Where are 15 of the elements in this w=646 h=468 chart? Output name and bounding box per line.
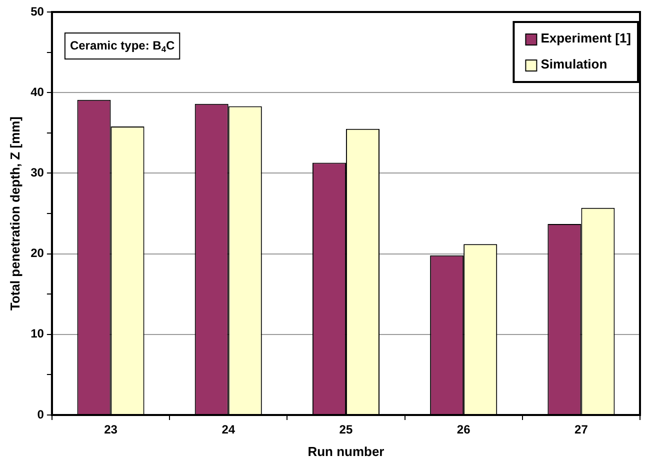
y-tick-label: 20 xyxy=(30,246,44,260)
legend-label: Simulation xyxy=(540,56,608,72)
y-tick-label: 30 xyxy=(30,166,44,180)
y-tick-label: 50 xyxy=(30,4,44,18)
x-tick-label: 25 xyxy=(339,422,353,437)
y-tick-label: 10 xyxy=(30,326,44,341)
y-tick-label: 0 xyxy=(37,407,44,422)
x-tick-label: 26 xyxy=(456,422,471,437)
x-axis-title: Run number xyxy=(308,444,384,459)
legend-label: Experiment [1] xyxy=(540,30,632,46)
x-tick-label: 23 xyxy=(104,422,118,437)
x-tick-label: 27 xyxy=(574,422,588,437)
y-axis-title: Total penetration depth, Z [mm] xyxy=(7,116,22,311)
x-tick-label: 24 xyxy=(222,422,236,437)
y-tick-label: 40 xyxy=(30,84,44,99)
